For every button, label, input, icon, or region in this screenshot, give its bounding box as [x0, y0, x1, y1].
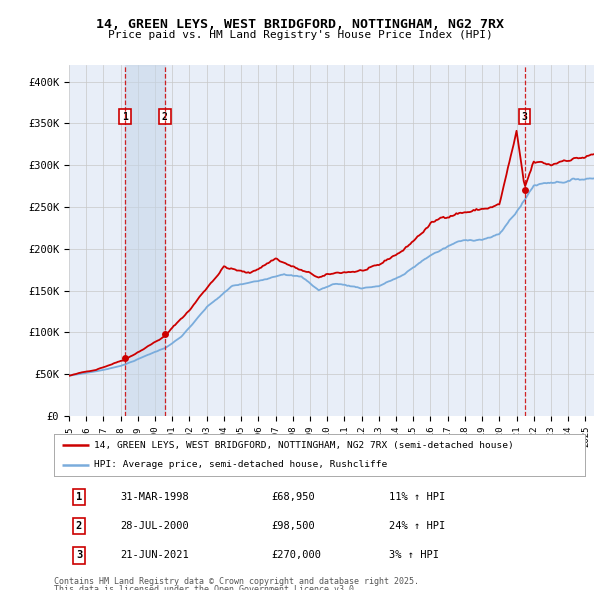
Text: £98,500: £98,500 — [272, 521, 316, 531]
Text: 14, GREEN LEYS, WEST BRIDGFORD, NOTTINGHAM, NG2 7RX: 14, GREEN LEYS, WEST BRIDGFORD, NOTTINGH… — [96, 18, 504, 31]
Text: This data is licensed under the Open Government Licence v3.0.: This data is licensed under the Open Gov… — [54, 585, 359, 590]
Text: 3% ↑ HPI: 3% ↑ HPI — [389, 550, 439, 560]
Text: 2: 2 — [76, 521, 82, 531]
Text: 14, GREEN LEYS, WEST BRIDGFORD, NOTTINGHAM, NG2 7RX (semi-detached house): 14, GREEN LEYS, WEST BRIDGFORD, NOTTINGH… — [94, 441, 514, 450]
Text: £68,950: £68,950 — [272, 492, 316, 502]
Text: 31-MAR-1998: 31-MAR-1998 — [121, 492, 189, 502]
Text: 1: 1 — [76, 492, 82, 502]
Text: 24% ↑ HPI: 24% ↑ HPI — [389, 521, 445, 531]
Text: Price paid vs. HM Land Registry's House Price Index (HPI): Price paid vs. HM Land Registry's House … — [107, 30, 493, 40]
Bar — [125, 65, 165, 416]
Text: Contains HM Land Registry data © Crown copyright and database right 2025.: Contains HM Land Registry data © Crown c… — [54, 577, 419, 586]
Text: £270,000: £270,000 — [272, 550, 322, 560]
Text: 3: 3 — [521, 112, 527, 122]
Text: 28-JUL-2000: 28-JUL-2000 — [121, 521, 189, 531]
Text: 2: 2 — [162, 112, 168, 122]
Text: HPI: Average price, semi-detached house, Rushcliffe: HPI: Average price, semi-detached house,… — [94, 460, 387, 469]
Text: 11% ↑ HPI: 11% ↑ HPI — [389, 492, 445, 502]
Text: 1: 1 — [122, 112, 128, 122]
Text: 21-JUN-2021: 21-JUN-2021 — [121, 550, 189, 560]
Text: 3: 3 — [76, 550, 82, 560]
